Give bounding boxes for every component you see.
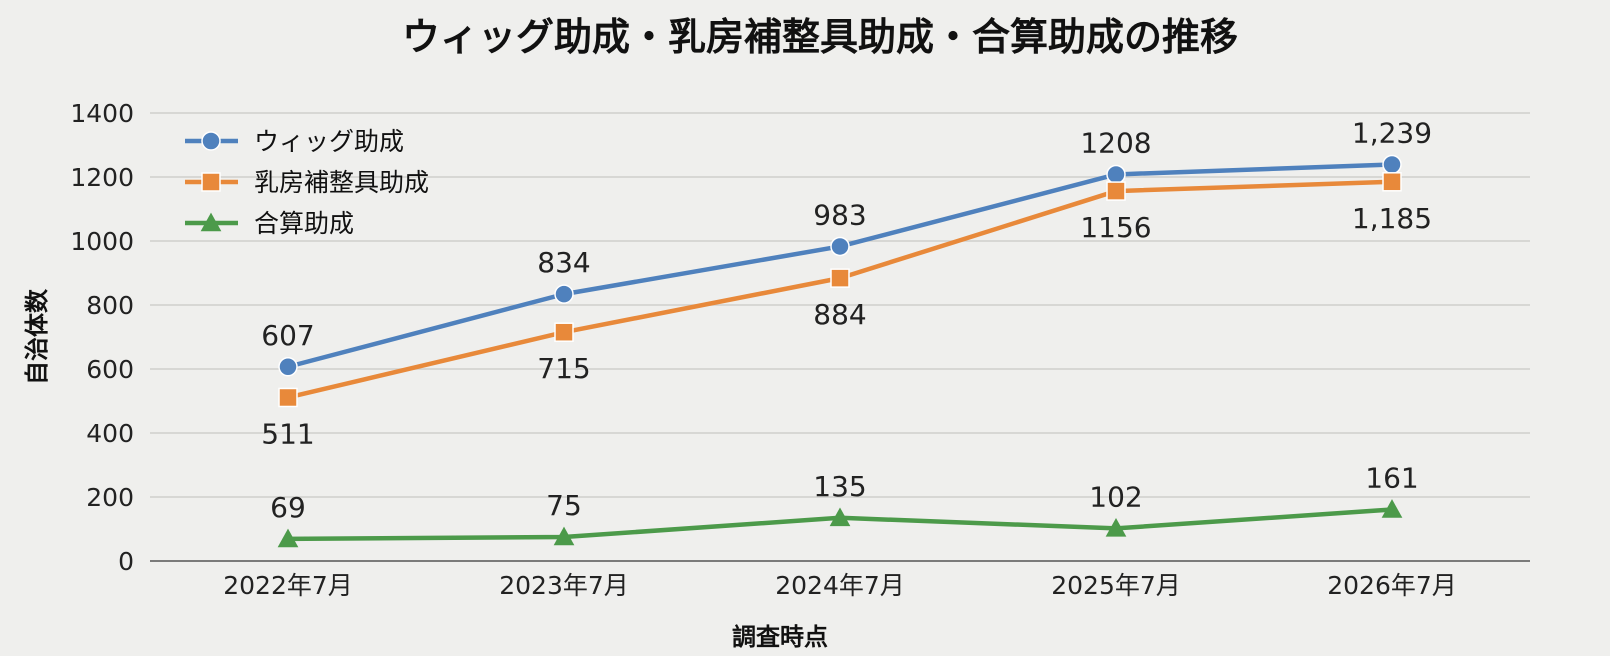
data-label: 102 bbox=[1089, 480, 1142, 513]
x-tick-label: 2024年7月 bbox=[775, 571, 905, 600]
x-tick-label: 2025年7月 bbox=[1051, 571, 1181, 600]
legend-marker-1 bbox=[201, 131, 221, 151]
y-tick-label: 1000 bbox=[70, 227, 134, 256]
data-label: 1156 bbox=[1080, 211, 1151, 244]
x-axis-ticks: 2022年7月 2023年7月 2024年7月 2025年7月 2026年7月 bbox=[223, 571, 1457, 600]
data-label: 75 bbox=[546, 489, 582, 522]
series-1-point bbox=[1106, 164, 1126, 185]
series-3-point bbox=[553, 526, 575, 546]
y-tick-label: 400 bbox=[86, 419, 134, 448]
data-label: 135 bbox=[813, 470, 866, 503]
data-label: 983 bbox=[813, 198, 866, 231]
y-axis-label: 自治体数 bbox=[23, 288, 51, 385]
data-label: 884 bbox=[813, 298, 866, 331]
legend-entry-2: 乳房補整具助成 bbox=[254, 168, 429, 197]
y-tick-label: 1400 bbox=[70, 99, 134, 128]
y-axis-ticks: 0 200 400 600 800 1000 1200 1400 bbox=[70, 99, 134, 576]
data-label: 511 bbox=[261, 417, 314, 450]
data-label: 834 bbox=[537, 246, 590, 279]
data-label: 1,239 bbox=[1352, 117, 1432, 150]
legend-entry-1: ウィッグ助成 bbox=[254, 127, 404, 156]
legend-marker-3 bbox=[200, 212, 222, 232]
x-tick-label: 2023年7月 bbox=[499, 571, 629, 600]
series-2-point bbox=[1382, 172, 1402, 192]
series-2-point bbox=[278, 387, 298, 408]
x-tick-label: 2022年7月 bbox=[223, 571, 353, 600]
series-1-point bbox=[278, 357, 298, 377]
data-label: 69 bbox=[270, 491, 306, 524]
series-2-point bbox=[554, 322, 574, 342]
legend-entry-3: 合算助成 bbox=[254, 209, 354, 238]
data-label: 715 bbox=[537, 352, 590, 385]
series-1-point bbox=[554, 284, 574, 304]
data-label: 607 bbox=[261, 319, 314, 352]
series-1-point bbox=[830, 236, 850, 257]
series-group bbox=[277, 154, 1403, 548]
data-labels: 607 834 983 1208 1,239 511 715 884 1156 1,185 69 75… bbox=[261, 117, 1432, 524]
series-2-point bbox=[830, 268, 850, 288]
series-3-point bbox=[829, 507, 851, 527]
series-line-1 bbox=[287, 162, 1393, 369]
legend-marker-2 bbox=[201, 172, 221, 192]
y-tick-label: 800 bbox=[86, 291, 134, 320]
series-1-point bbox=[1382, 154, 1402, 175]
y-tick-label: 200 bbox=[86, 483, 134, 512]
data-label: 1,185 bbox=[1352, 202, 1432, 235]
y-tick-label: 0 bbox=[118, 547, 134, 576]
x-axis-label: 調査時点 bbox=[732, 623, 828, 651]
series-3-point bbox=[1381, 499, 1403, 518]
y-tick-label: 1200 bbox=[70, 163, 134, 192]
data-label: 161 bbox=[1365, 461, 1418, 494]
series-3-point bbox=[277, 528, 299, 548]
data-label: 1208 bbox=[1080, 126, 1151, 159]
chart-title: ウィッグ助成・乳房補整具助成・合算助成の推移 bbox=[402, 15, 1238, 59]
series-3-point bbox=[1105, 518, 1127, 537]
x-tick-label: 2026年7月 bbox=[1327, 571, 1457, 600]
y-tick-label: 600 bbox=[86, 355, 134, 384]
series-2-point bbox=[1106, 181, 1126, 201]
